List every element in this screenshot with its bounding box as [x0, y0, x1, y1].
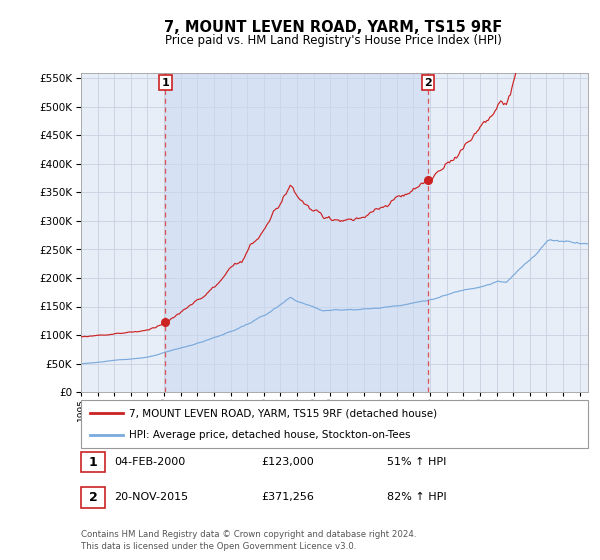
Text: 7, MOUNT LEVEN ROAD, YARM, TS15 9RF: 7, MOUNT LEVEN ROAD, YARM, TS15 9RF — [164, 20, 502, 35]
Text: £123,000: £123,000 — [261, 457, 314, 467]
Text: HPI: Average price, detached house, Stockton-on-Tees: HPI: Average price, detached house, Stoc… — [129, 430, 410, 440]
Bar — [166, 73, 428, 392]
Text: Contains HM Land Registry data © Crown copyright and database right 2024.
This d: Contains HM Land Registry data © Crown c… — [81, 530, 416, 551]
Text: 2: 2 — [424, 78, 432, 87]
Text: 51% ↑ HPI: 51% ↑ HPI — [387, 457, 446, 467]
Text: 1: 1 — [89, 455, 97, 469]
Text: 82% ↑ HPI: 82% ↑ HPI — [387, 492, 446, 502]
Text: Price paid vs. HM Land Registry's House Price Index (HPI): Price paid vs. HM Land Registry's House … — [164, 34, 502, 46]
Text: 04-FEB-2000: 04-FEB-2000 — [114, 457, 185, 467]
Text: 1: 1 — [161, 78, 169, 87]
Text: £371,256: £371,256 — [261, 492, 314, 502]
Text: 7, MOUNT LEVEN ROAD, YARM, TS15 9RF (detached house): 7, MOUNT LEVEN ROAD, YARM, TS15 9RF (det… — [129, 408, 437, 418]
Text: 2: 2 — [89, 491, 97, 504]
Text: 20-NOV-2015: 20-NOV-2015 — [114, 492, 188, 502]
